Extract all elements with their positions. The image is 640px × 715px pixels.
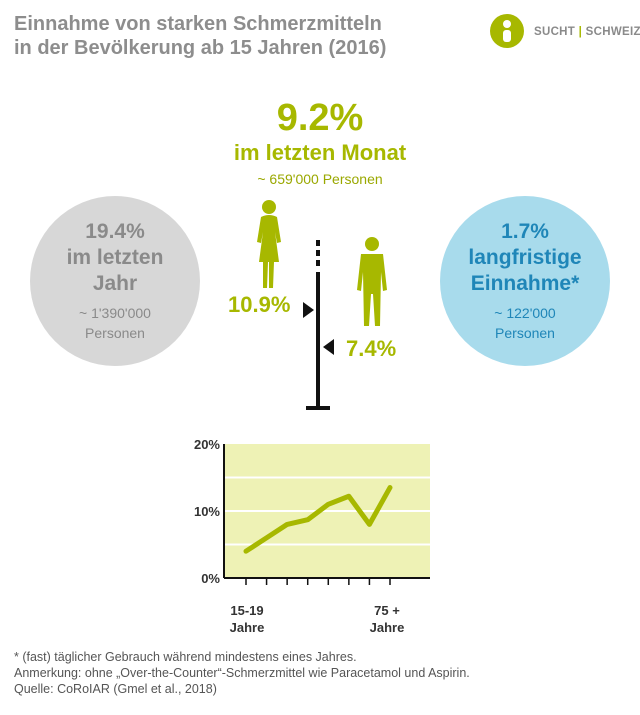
gender-gauge — [257, 200, 387, 410]
footnote-1: * (fast) täglicher Gebrauch während mind… — [14, 650, 357, 664]
chart-axes — [223, 444, 430, 585]
footnotes: * (fast) täglicher Gebrauch während mind… — [14, 649, 470, 697]
logo-text-right: SCHWEIZ — [585, 26, 640, 38]
gauge-scale — [306, 240, 330, 410]
longterm-percent: 1.7% — [501, 220, 549, 243]
chart-series-line — [243, 485, 393, 554]
logo-text-left: SUCHT — [534, 26, 576, 38]
title-line-1: Einnahme von starken Schmerzmitteln — [14, 13, 382, 35]
longterm-persons: ~ 122'000 — [494, 305, 556, 321]
month-persons: ~ 659'000 Personen — [257, 171, 383, 187]
female-marker-icon — [303, 302, 314, 318]
month-percent: 9.2% — [276, 97, 364, 139]
longterm-persons-label: Personen — [495, 325, 555, 341]
age-line-chart: 0% 10% 20% — [194, 437, 430, 586]
year-circle: 19.4% im letzten Jahr ~ 1'390'000 Person… — [30, 196, 200, 366]
month-block: 9.2% im letzten Monat ~ 659'000 Personen — [200, 98, 440, 190]
footnote-source: Quelle: CoRoIAR (Gmel et al., 2018) — [14, 682, 217, 696]
logo-text: SUCHT | SCHWEIZ — [534, 26, 640, 38]
year-persons: ~ 1'390'000 — [79, 305, 151, 321]
longterm-line-1: langfristige — [468, 246, 582, 269]
female-figure-icon — [257, 200, 281, 288]
male-marker-icon — [323, 339, 334, 355]
year-line-1: im letzten — [66, 246, 164, 269]
year-persons-label: Personen — [85, 325, 145, 341]
longterm-line-2: Einnahme* — [470, 272, 580, 295]
x-label-end-line-2: Jahre — [369, 620, 405, 635]
x-label-start-line-2: Jahre — [229, 620, 265, 635]
x-label-start: 15-19 Jahre — [212, 602, 282, 636]
sucht-schweiz-logo-icon — [490, 14, 524, 48]
chart-y-tick-label: 10% — [194, 504, 220, 519]
x-label-end-line-1: 75 + — [374, 603, 400, 618]
female-percent: 10.9% — [228, 292, 291, 317]
year-percent: 19.4% — [85, 220, 145, 243]
x-label-start-line-1: 15-19 — [230, 603, 264, 618]
male-percent: 7.4% — [346, 336, 397, 361]
year-line-2: Jahr — [92, 272, 138, 295]
title-line-2: in der Bevölkerung ab 15 Jahren (2016) — [14, 37, 387, 59]
logo-separator: | — [578, 26, 583, 38]
footnote-2: Anmerkung: ohne „Over-the-Counter“-Schme… — [14, 666, 470, 680]
chart-y-tick-label: 20% — [194, 437, 220, 452]
x-label-end: 75 + Jahre — [352, 602, 422, 636]
page-title: Einnahme von starken Schmerzmitteln in d… — [14, 12, 454, 60]
chart-y-tick-label: 0% — [201, 571, 220, 586]
male-figure-icon — [357, 237, 387, 326]
month-label: im letzten Monat — [233, 140, 407, 165]
longterm-circle: 1.7% langfristige Einnahme* ~ 122'000 Pe… — [440, 196, 610, 366]
chart-y-ticks: 0% 10% 20% — [194, 437, 220, 586]
